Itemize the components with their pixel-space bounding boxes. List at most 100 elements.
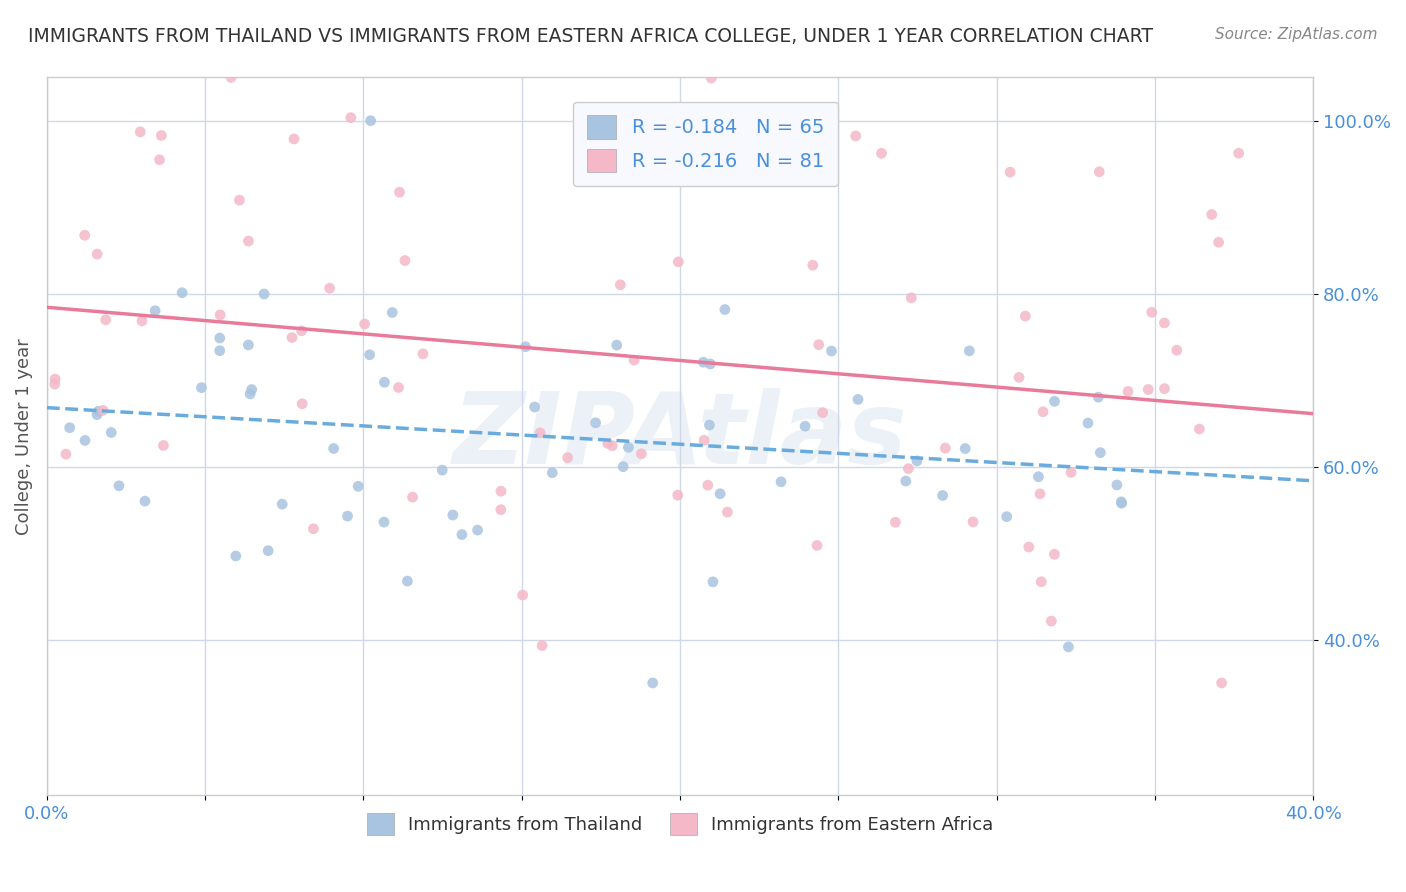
Point [91, 403, 114, 417]
Point [432, 463, 454, 477]
Point [1153, 316, 1175, 330]
Point [1109, 495, 1132, 509]
Point [905, 454, 928, 468]
Point [373, 376, 395, 390]
Point [239, 387, 262, 401]
Point [870, 146, 893, 161]
Point [152, 438, 174, 452]
Point [957, 343, 980, 358]
Point [617, 440, 640, 454]
Point [716, 505, 738, 519]
Point [1140, 305, 1163, 319]
Point [688, 108, 710, 122]
Point [73, 228, 96, 243]
Point [1116, 384, 1139, 399]
Point [373, 515, 395, 529]
Point [602, 439, 624, 453]
Point [609, 277, 631, 292]
Point [100, 425, 122, 440]
Point [129, 125, 152, 139]
Point [225, 549, 247, 563]
Point [699, 357, 721, 371]
Point [998, 165, 1021, 179]
Point [515, 340, 537, 354]
Point [441, 508, 464, 522]
Point [1137, 383, 1160, 397]
Point [1043, 547, 1066, 561]
Point [219, 70, 242, 85]
Point [1040, 614, 1063, 628]
Point [900, 291, 922, 305]
Point [696, 478, 718, 492]
Point [86, 408, 108, 422]
Point [208, 343, 231, 358]
Point [134, 494, 156, 508]
Point [322, 442, 344, 456]
Point [150, 128, 173, 143]
Point [290, 324, 312, 338]
Point [666, 488, 689, 502]
Point [801, 258, 824, 272]
Point [1014, 309, 1036, 323]
Text: Source: ZipAtlas.com: Source: ZipAtlas.com [1215, 27, 1378, 42]
Point [846, 392, 869, 407]
Text: ZIPAtlas: ZIPAtlas [453, 388, 907, 485]
Point [702, 574, 724, 589]
Point [394, 253, 416, 268]
Point [845, 128, 868, 143]
Text: IMMIGRANTS FROM THAILAND VS IMMIGRANTS FROM EASTERN AFRICA COLLEGE, UNDER 1 YEAR: IMMIGRANTS FROM THAILAND VS IMMIGRANTS F… [28, 27, 1153, 45]
Point [606, 338, 628, 352]
Point [884, 515, 907, 529]
Point [897, 461, 920, 475]
Point [388, 186, 411, 200]
Point [512, 588, 534, 602]
Point [700, 70, 723, 85]
Point [1057, 640, 1080, 654]
Point [451, 527, 474, 541]
Point [1088, 165, 1111, 179]
Point [336, 509, 359, 524]
Point [143, 303, 166, 318]
Legend: Immigrants from Thailand, Immigrants from Eastern Africa: Immigrants from Thailand, Immigrants fro… [357, 804, 1002, 844]
Point [630, 447, 652, 461]
Point [807, 337, 830, 351]
Point [1211, 676, 1233, 690]
Point [347, 479, 370, 493]
Point [641, 676, 664, 690]
Point [283, 132, 305, 146]
Point [208, 331, 231, 345]
Point [806, 538, 828, 552]
Point [360, 113, 382, 128]
Point [131, 314, 153, 328]
Point [228, 193, 250, 207]
Point [148, 153, 170, 167]
Point [59, 420, 82, 434]
Point [596, 436, 619, 450]
Point [401, 490, 423, 504]
Point [1105, 478, 1128, 492]
Point [396, 574, 419, 588]
Point [585, 416, 607, 430]
Y-axis label: College, Under 1 year: College, Under 1 year [15, 338, 32, 535]
Point [108, 479, 131, 493]
Point [489, 502, 512, 516]
Point [541, 466, 564, 480]
Point [240, 383, 263, 397]
Point [302, 522, 325, 536]
Point [693, 434, 716, 448]
Point [1087, 390, 1109, 404]
Point [709, 487, 731, 501]
Point [1166, 343, 1188, 358]
Point [238, 234, 260, 248]
Point [529, 425, 551, 440]
Point [1208, 235, 1230, 250]
Point [1018, 540, 1040, 554]
Point [1227, 146, 1250, 161]
Point [359, 348, 381, 362]
Point [623, 353, 645, 368]
Point [1060, 466, 1083, 480]
Point [1090, 445, 1112, 459]
Point [1008, 370, 1031, 384]
Point [666, 255, 689, 269]
Point [1028, 469, 1050, 483]
